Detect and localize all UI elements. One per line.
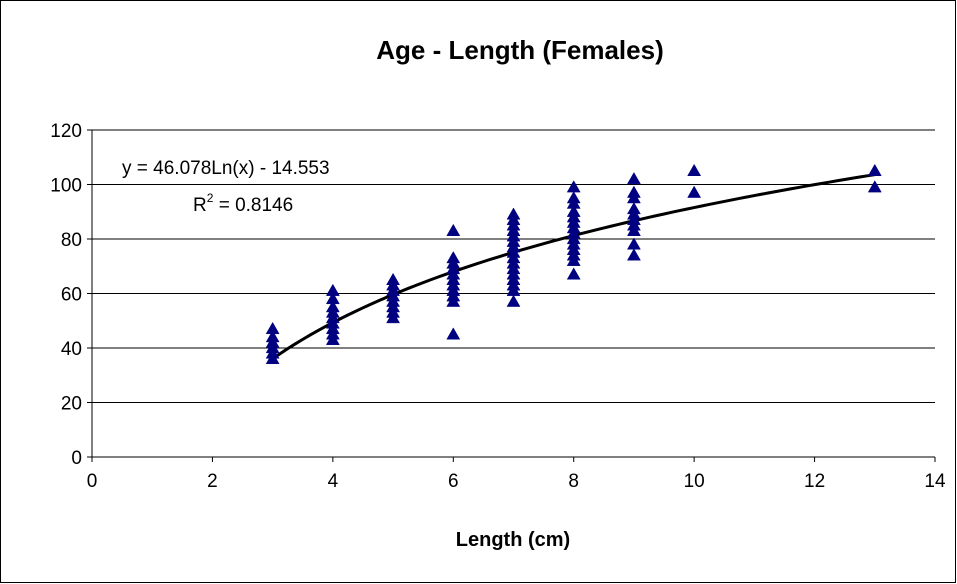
data-point: [626, 237, 641, 250]
r-squared-symbol: R: [193, 195, 207, 216]
data-point: [626, 202, 641, 215]
data-point: [566, 191, 581, 204]
trendline-equation: y = 46.078Ln(x) - 14.553: [122, 158, 330, 179]
data-point: [566, 180, 581, 193]
data-point: [566, 267, 581, 280]
data-point: [325, 291, 340, 305]
x-tick-label: 6: [448, 471, 459, 492]
y-tick-label: 0: [71, 448, 82, 469]
data-point: [867, 180, 882, 193]
data-point: [687, 185, 702, 198]
data-point: [626, 172, 641, 185]
data-point: [506, 294, 521, 307]
point-layer: [265, 163, 882, 365]
x-tick-label: 2: [207, 471, 218, 492]
x-tick-label: 12: [804, 471, 825, 492]
data-point: [386, 272, 401, 285]
data-point: [265, 321, 280, 335]
y-tick-label: 100: [50, 176, 82, 197]
r-squared-label: R2 = 0.8146: [193, 191, 293, 216]
x-tick-label: 4: [328, 471, 339, 492]
x-axis-label: Length (cm): [456, 529, 570, 551]
data-point: [626, 185, 641, 198]
y-tick-label: 60: [61, 285, 82, 306]
data-point: [446, 251, 461, 264]
y-tick-label: 40: [61, 339, 82, 360]
data-point: [265, 330, 280, 343]
data-point: [446, 327, 461, 340]
axis-layer: [87, 129, 936, 462]
x-tick-label: 8: [568, 471, 579, 492]
y-tick-label: 120: [50, 121, 82, 142]
x-tick-label: 14: [924, 471, 946, 492]
data-point: [506, 207, 521, 220]
y-tick-label: 20: [61, 394, 82, 415]
data-point: [626, 248, 641, 261]
y-tick-label: 80: [61, 230, 82, 251]
data-point: [325, 300, 340, 313]
r-squared-superscript: 2: [207, 191, 214, 205]
data-point: [566, 204, 581, 217]
chart-title: Age - Length (Females): [376, 35, 663, 65]
x-tick-label: 10: [684, 471, 705, 492]
data-point: [687, 163, 702, 176]
r-squared-value: = 0.8146: [213, 195, 293, 216]
data-point: [867, 163, 882, 176]
tick-label-layer: 0 20 40 60 80 100 120 0 2 4 6 8 10 12 14: [50, 121, 946, 492]
data-point: [446, 223, 461, 236]
x-tick-label: 0: [87, 471, 98, 492]
data-point: [325, 283, 340, 296]
